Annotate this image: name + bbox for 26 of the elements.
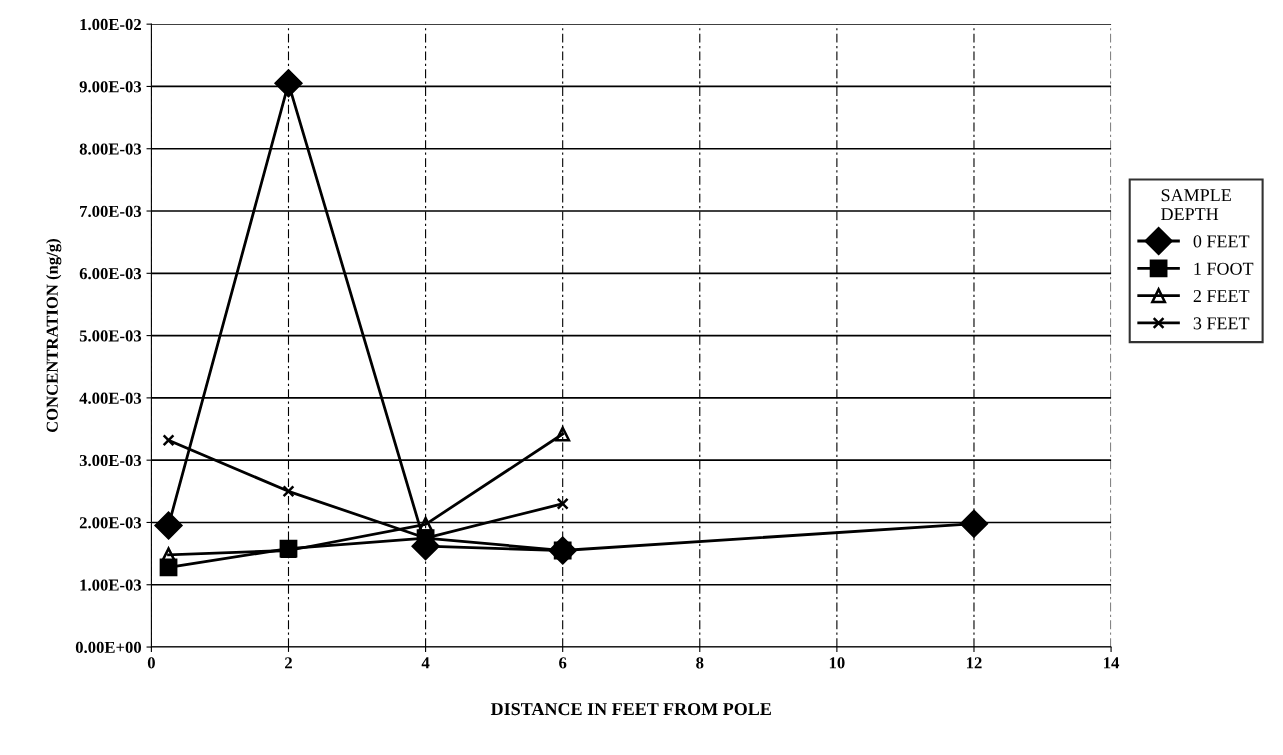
y-tick-label: 3.00E-03 [79, 454, 142, 467]
y-tick-label: 0.00E+00 [75, 641, 142, 654]
legend-label: 2 FEET [1193, 290, 1250, 302]
y-tick-label: 9.00E-03 [79, 81, 142, 93]
x-tick-label: 12 [966, 657, 982, 669]
y-tick-label: 6.00E-03 [79, 268, 142, 280]
x-tick-label: 4 [421, 657, 430, 669]
y-tick-label: 7.00E-03 [80, 205, 142, 218]
y-tick-label: 5.00E-03 [79, 330, 142, 342]
x-tick-label: 6 [559, 657, 567, 669]
x-tick-label: 2 [285, 657, 292, 669]
legend-label: 3 FEET [1193, 317, 1250, 330]
y-tick-label: 1.00E-02 [80, 18, 141, 31]
y-axis-title: CONCENTRATION (ng/g) [46, 239, 62, 433]
x-axis-title: DISTANCE IN FEET FROM POLE [490, 703, 771, 716]
y-tick-label: 4.00E-03 [79, 392, 142, 404]
x-tick-label: 10 [829, 657, 845, 669]
y-tick-label: 8.00E-03 [79, 143, 142, 155]
x-tick-label: 8 [696, 657, 704, 669]
legend-title: SAMPLE DEPTH [1161, 189, 1231, 221]
legend-label: 0 FEET [1193, 235, 1250, 248]
x-tick-label: 14 [1104, 657, 1120, 669]
legend-label: 1 FOOT [1194, 262, 1254, 275]
y-tick-label: 1.00E-03 [80, 579, 142, 591]
x-tick-label: 0 [147, 657, 155, 669]
y-tick-label: 2.00E-03 [79, 517, 142, 529]
